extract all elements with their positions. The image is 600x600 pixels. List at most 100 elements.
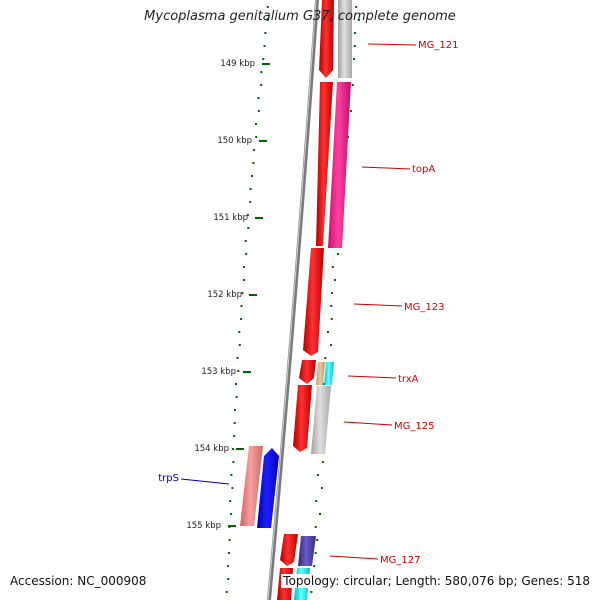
label-leader-line — [367, 43, 417, 46]
gc-dot — [331, 292, 334, 294]
gc-dot — [245, 253, 248, 255]
gc-dot — [264, 32, 267, 34]
gc-dot — [314, 552, 317, 554]
gc-dot — [331, 266, 334, 268]
gene-mg123-arrow — [303, 248, 324, 356]
gc-dot — [238, 331, 241, 333]
gc-dot — [257, 110, 260, 112]
gc-dot — [355, 6, 358, 8]
gene-mg125-arrow — [293, 385, 312, 452]
gene-mg121-arrow — [319, 0, 334, 78]
gc-dot — [313, 565, 316, 567]
gc-dot — [249, 201, 252, 203]
gc-dot — [236, 357, 239, 359]
gene-mg125-gray — [311, 386, 331, 454]
gc-dot — [330, 344, 332, 346]
gc-dot — [351, 84, 354, 86]
gc-dot — [231, 487, 234, 489]
gene-mg121-gray — [338, 0, 352, 78]
gc-dot — [252, 149, 255, 151]
label-leader-line — [180, 478, 230, 485]
gene-label-mg125[interactable]: MG_125 — [394, 421, 434, 432]
gc-dot — [241, 292, 244, 294]
gc-dot — [244, 240, 247, 242]
gene-label-trpS[interactable]: trpS — [158, 473, 179, 484]
gc-dot — [349, 110, 352, 112]
gc-dot — [330, 318, 333, 320]
gc-dot — [310, 591, 313, 593]
map-title: Mycoplasma genitalium G37, complete geno… — [144, 9, 456, 24]
gc-dot — [230, 513, 233, 515]
gc-dot — [316, 539, 319, 541]
gene-trxA-cyan — [324, 362, 334, 385]
gc-dot — [228, 539, 231, 541]
kbp-ticks: 149 kbp 150 kbp 151 kbp 152 kbp 153 kbp … — [186, 59, 270, 531]
gene-trxA-arrow — [299, 360, 316, 384]
gc-dot — [315, 500, 318, 502]
gene-labels: MG_121 topA MG_123 trxA MG_125 trpS MG_1… — [158, 40, 458, 566]
gc-dot — [337, 253, 339, 255]
gc-dot — [252, 162, 255, 164]
gc-dot — [263, 45, 266, 47]
gc-dot — [324, 357, 327, 359]
gc-dot — [233, 435, 236, 437]
gc-dot — [314, 526, 317, 528]
accession-text: Accession: NC_000908 — [8, 574, 149, 588]
kbp-tick-label: 150 kbp — [217, 136, 252, 146]
gc-dot — [322, 383, 325, 385]
label-leader-line — [347, 375, 397, 379]
gc-dot — [231, 448, 234, 450]
gc-dot — [251, 175, 253, 177]
gc-dot — [353, 45, 356, 47]
kbp-tick-label: 149 kbp — [220, 59, 255, 69]
gc-dot — [227, 552, 230, 554]
gc-dot — [227, 578, 230, 580]
gc-dot — [255, 123, 257, 125]
gc-dot — [233, 422, 236, 424]
kbp-tick-label: 155 kbp — [186, 521, 221, 531]
gc-dot — [237, 370, 240, 372]
gc-dot — [249, 188, 252, 190]
gene-topA-pink — [328, 82, 351, 248]
gene-label-mg121[interactable]: MG_121 — [418, 40, 458, 51]
gc-dot — [353, 32, 356, 34]
gc-dot — [240, 318, 243, 320]
genome-summary-text: Topology: circular; Length: 580,076 bp; … — [281, 574, 592, 588]
gc-dot — [333, 279, 336, 281]
gc-dot — [357, 19, 360, 21]
gc-dot — [266, 19, 269, 21]
gc-dot — [326, 331, 329, 333]
forward-strand-genes — [277, 0, 334, 600]
gc-dot — [257, 97, 260, 99]
gc-dot — [319, 513, 321, 515]
gc-dot — [225, 591, 228, 593]
gc-dot — [235, 396, 238, 398]
gene-label-mg123[interactable]: MG_123 — [404, 302, 444, 313]
gc-dot — [320, 487, 323, 489]
gc-dot — [234, 409, 236, 411]
gc-dot — [255, 136, 258, 138]
gc-dot — [247, 227, 250, 229]
gc-dot — [230, 474, 233, 476]
label-leader-line — [329, 555, 379, 560]
genome-backbone — [267, 0, 319, 600]
gene-label-mg127[interactable]: MG_127 — [380, 555, 420, 566]
gene-trxA-tan — [316, 362, 325, 385]
gc-dot — [229, 500, 232, 502]
gc-dot — [321, 461, 324, 463]
gene-trpS-salmon — [240, 446, 263, 526]
gene-label-trxA[interactable]: trxA — [398, 374, 419, 385]
genome-backbone-highlight — [267, 0, 317, 600]
gc-dot — [260, 84, 263, 86]
gc-dot — [330, 305, 333, 307]
gene-label-topA[interactable]: topA — [412, 164, 435, 175]
gc-dot — [227, 565, 230, 567]
label-leader-line — [353, 303, 403, 307]
label-leader-line — [361, 166, 411, 170]
gc-dot — [242, 279, 245, 281]
label-leader-line — [343, 421, 393, 426]
kbp-tick-label: 154 kbp — [194, 444, 229, 454]
gc-dot — [266, 6, 269, 8]
kbp-tick-label: 153 kbp — [201, 367, 236, 377]
